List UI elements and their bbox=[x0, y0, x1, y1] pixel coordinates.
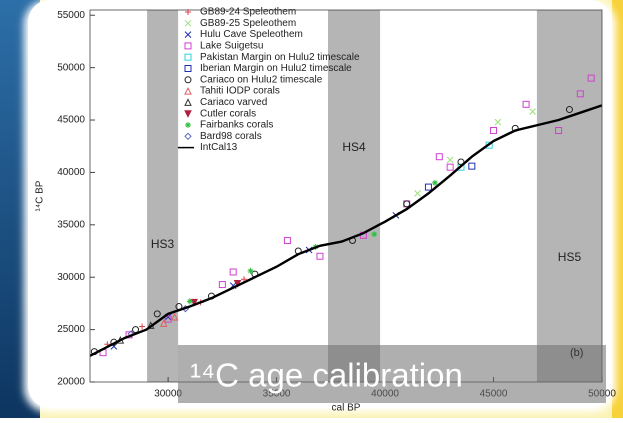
point bbox=[283, 237, 291, 245]
point bbox=[435, 153, 443, 161]
point bbox=[490, 127, 498, 135]
legend-marker bbox=[184, 42, 192, 50]
legend-marker bbox=[185, 122, 191, 128]
legend-marker bbox=[184, 19, 192, 27]
y-tick-label: 50000 bbox=[57, 62, 85, 73]
event-band bbox=[327, 10, 381, 382]
point bbox=[446, 156, 454, 164]
point bbox=[164, 315, 172, 323]
point bbox=[247, 267, 254, 274]
y-axis-label: ¹⁴C BP bbox=[35, 180, 46, 211]
legend-label: Tahiti IODP corals bbox=[200, 86, 280, 97]
legend-marker bbox=[184, 76, 192, 84]
legend-label: Lake Suigetsu bbox=[200, 41, 263, 52]
legend-marker bbox=[184, 65, 192, 72]
point bbox=[468, 162, 476, 170]
point bbox=[127, 330, 135, 338]
legend-marker bbox=[184, 132, 192, 141]
legend-marker bbox=[184, 110, 192, 118]
point bbox=[229, 268, 237, 276]
x-axis-label: cal BP bbox=[332, 403, 361, 414]
caption-band bbox=[178, 345, 606, 403]
point bbox=[139, 323, 146, 330]
point bbox=[494, 118, 502, 126]
band-label: HS5 bbox=[558, 250, 582, 264]
point bbox=[522, 100, 530, 108]
panel-label: (b) bbox=[570, 347, 583, 359]
legend-label: Hulu Cave Speleothem bbox=[200, 29, 303, 40]
point bbox=[431, 179, 438, 186]
legend-marker bbox=[184, 98, 192, 106]
y-tick-label: 20000 bbox=[57, 377, 85, 388]
legend-label: Pakistan Margin on Hulu2 timescale bbox=[200, 52, 360, 63]
band-label: HS3 bbox=[151, 237, 175, 251]
legend-marker bbox=[184, 53, 192, 61]
curve bbox=[90, 104, 602, 357]
legend-label: GB89-25 Speleothem bbox=[200, 18, 296, 29]
y-tick-label: 35000 bbox=[57, 219, 85, 230]
legend-label: Cutler corals bbox=[200, 108, 256, 119]
point bbox=[576, 90, 584, 98]
point bbox=[424, 183, 432, 191]
point bbox=[555, 127, 563, 135]
legend-label: Cariaco varved bbox=[200, 97, 267, 108]
point bbox=[403, 200, 411, 208]
point bbox=[170, 312, 179, 321]
point bbox=[233, 279, 242, 288]
y-tick-label: 25000 bbox=[57, 324, 85, 335]
point bbox=[371, 231, 378, 238]
edge-strip bbox=[612, 0, 623, 418]
caption: ¹⁴C age calibration bbox=[190, 357, 463, 394]
point bbox=[529, 108, 536, 115]
band-label: HS4 bbox=[342, 140, 366, 154]
point bbox=[316, 252, 324, 260]
legend-label: GB89-24 Speleothem bbox=[200, 7, 296, 18]
legend-marker bbox=[185, 9, 191, 15]
point bbox=[153, 310, 161, 318]
legend-label: Iberian Margin on Hulu2 timescale bbox=[200, 63, 352, 74]
legend-label: Fairbanks corals bbox=[200, 120, 273, 131]
y-tick-label: 40000 bbox=[57, 167, 85, 178]
y-tick-label: 55000 bbox=[57, 10, 85, 21]
legend-label: IntCal13 bbox=[200, 142, 238, 153]
legend-label: Bard98 corals bbox=[200, 131, 262, 142]
legend-label: Cariaco on Hulu2 timescale bbox=[200, 74, 323, 85]
y-tick-label: 45000 bbox=[57, 115, 85, 126]
point bbox=[159, 319, 168, 327]
legend-marker bbox=[184, 31, 192, 38]
y-tick-label: 30000 bbox=[57, 272, 85, 283]
x-tick-label: 30000 bbox=[154, 389, 182, 400]
point bbox=[186, 298, 193, 305]
legend-marker bbox=[184, 86, 192, 95]
event-band bbox=[536, 10, 602, 382]
point bbox=[414, 190, 421, 197]
point bbox=[218, 281, 226, 289]
point bbox=[587, 74, 595, 82]
point bbox=[446, 163, 454, 171]
point bbox=[565, 106, 573, 114]
